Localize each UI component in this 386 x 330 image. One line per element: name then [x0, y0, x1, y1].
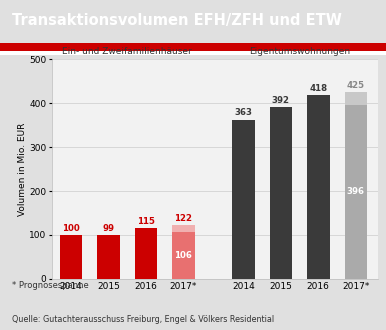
Bar — [97, 235, 120, 279]
Bar — [345, 92, 367, 105]
Text: 99: 99 — [102, 224, 114, 233]
Text: Ein- und Zweifamilienhäuser: Ein- und Zweifamilienhäuser — [62, 47, 192, 56]
Text: 363: 363 — [234, 108, 252, 117]
Bar — [269, 107, 292, 279]
Bar — [172, 232, 195, 279]
Bar — [0, 43, 386, 52]
Text: Quelle: Gutachterausschuss Freiburg, Engel & Völkers Residential: Quelle: Gutachterausschuss Freiburg, Eng… — [12, 315, 274, 324]
Bar — [59, 235, 82, 279]
Bar — [0, 50, 386, 55]
Text: 418: 418 — [309, 84, 327, 93]
Text: Transaktionsvolumen EFH/ZFH und ETW: Transaktionsvolumen EFH/ZFH und ETW — [12, 13, 342, 28]
Text: 425: 425 — [347, 81, 365, 90]
Bar — [345, 105, 367, 279]
Text: * Prognosespanne: * Prognosespanne — [12, 281, 88, 290]
Y-axis label: Volumen in Mio. EUR: Volumen in Mio. EUR — [17, 122, 27, 216]
Bar — [172, 225, 195, 232]
Text: 106: 106 — [174, 251, 192, 260]
Bar — [307, 95, 330, 279]
Text: 396: 396 — [347, 187, 365, 196]
Text: 100: 100 — [62, 224, 80, 233]
Text: 122: 122 — [174, 214, 192, 223]
Bar — [135, 228, 157, 279]
Text: 115: 115 — [137, 217, 155, 226]
Bar — [232, 119, 254, 279]
Text: 392: 392 — [272, 96, 290, 105]
Text: Eigentumswohnungen: Eigentumswohnungen — [249, 47, 350, 56]
